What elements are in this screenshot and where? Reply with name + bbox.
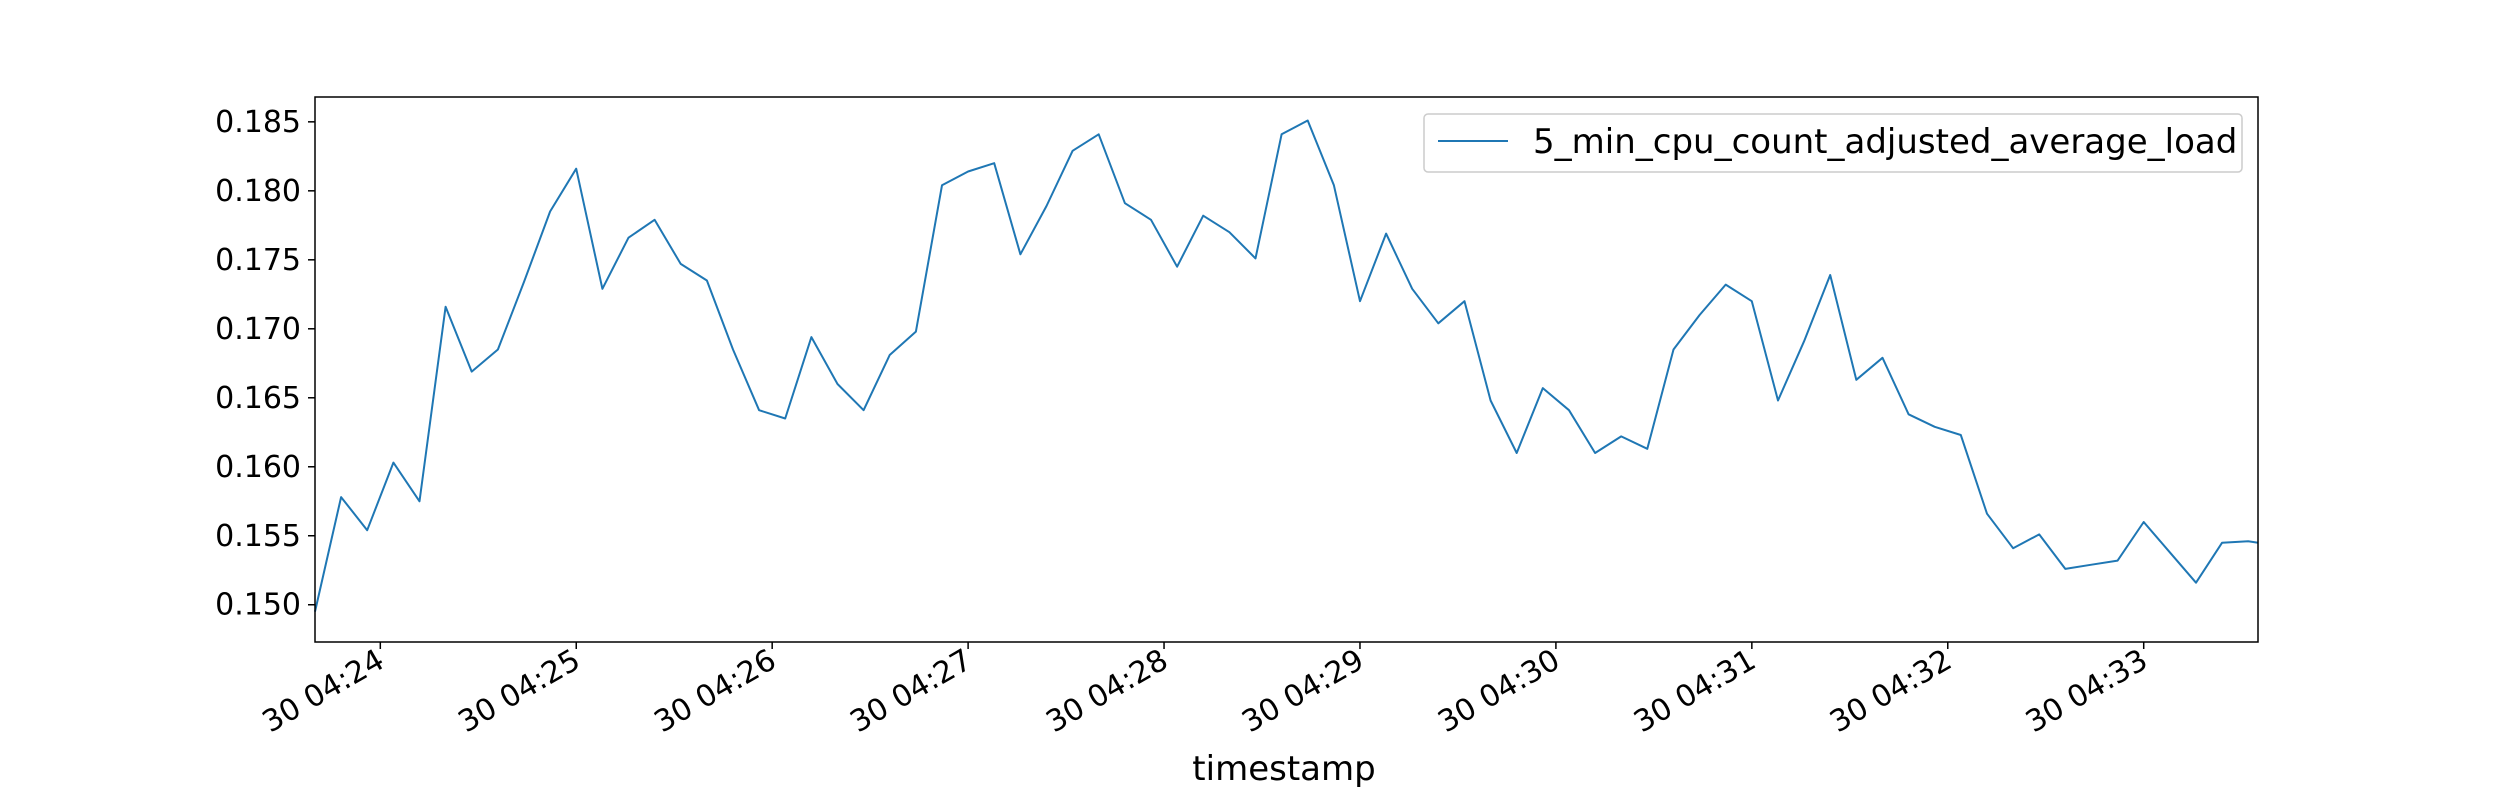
x-tick-label: 30 04:31 [1628,643,1762,740]
x-tick-label: 30 04:25 [453,643,587,740]
y-tick-label: 0.160 [215,450,301,485]
x-tick-label: 30 04:28 [1040,643,1174,740]
legend-label: 5_min_cpu_count_adjusted_average_load [1533,122,2237,162]
plot-area [314,96,2259,643]
plot-frame [314,96,2259,643]
x-tick-label: 30 04:33 [2020,643,2154,740]
y-tick-label: 0.175 [215,243,301,278]
y-tick-label: 0.180 [215,174,301,209]
x-tick-label: 30 04:32 [1824,643,1958,740]
x-tick-label: 30 04:30 [1432,643,1566,740]
y-tick-label: 0.165 [215,381,301,416]
x-tick-label: 30 04:27 [844,643,978,740]
x-axis: 30 04:24 30 04:25 30 04:26 30 04:27 30 04:28… [257,642,2154,740]
x-axis-title: timestamp [1192,749,1375,789]
series-line-5-min-cpu-load [314,119,2259,612]
y-tick-label: 0.155 [215,519,301,554]
legend-box [1423,113,2243,173]
y-tick-label: 0.170 [215,312,301,347]
y-tick-label: 0.185 [215,105,301,140]
x-tick-label: 30 04:26 [648,643,782,740]
y-axis: 0.150 0.155 0.160 0.165 0.170 0.175 0.180 0.185 [215,105,315,623]
y-tick-label: 0.150 [215,588,301,623]
legend: 5_min_cpu_count_adjusted_average_load [1423,113,2243,173]
x-tick-label: 30 04:24 [257,643,391,740]
x-tick-label: 30 04:29 [1236,643,1370,740]
